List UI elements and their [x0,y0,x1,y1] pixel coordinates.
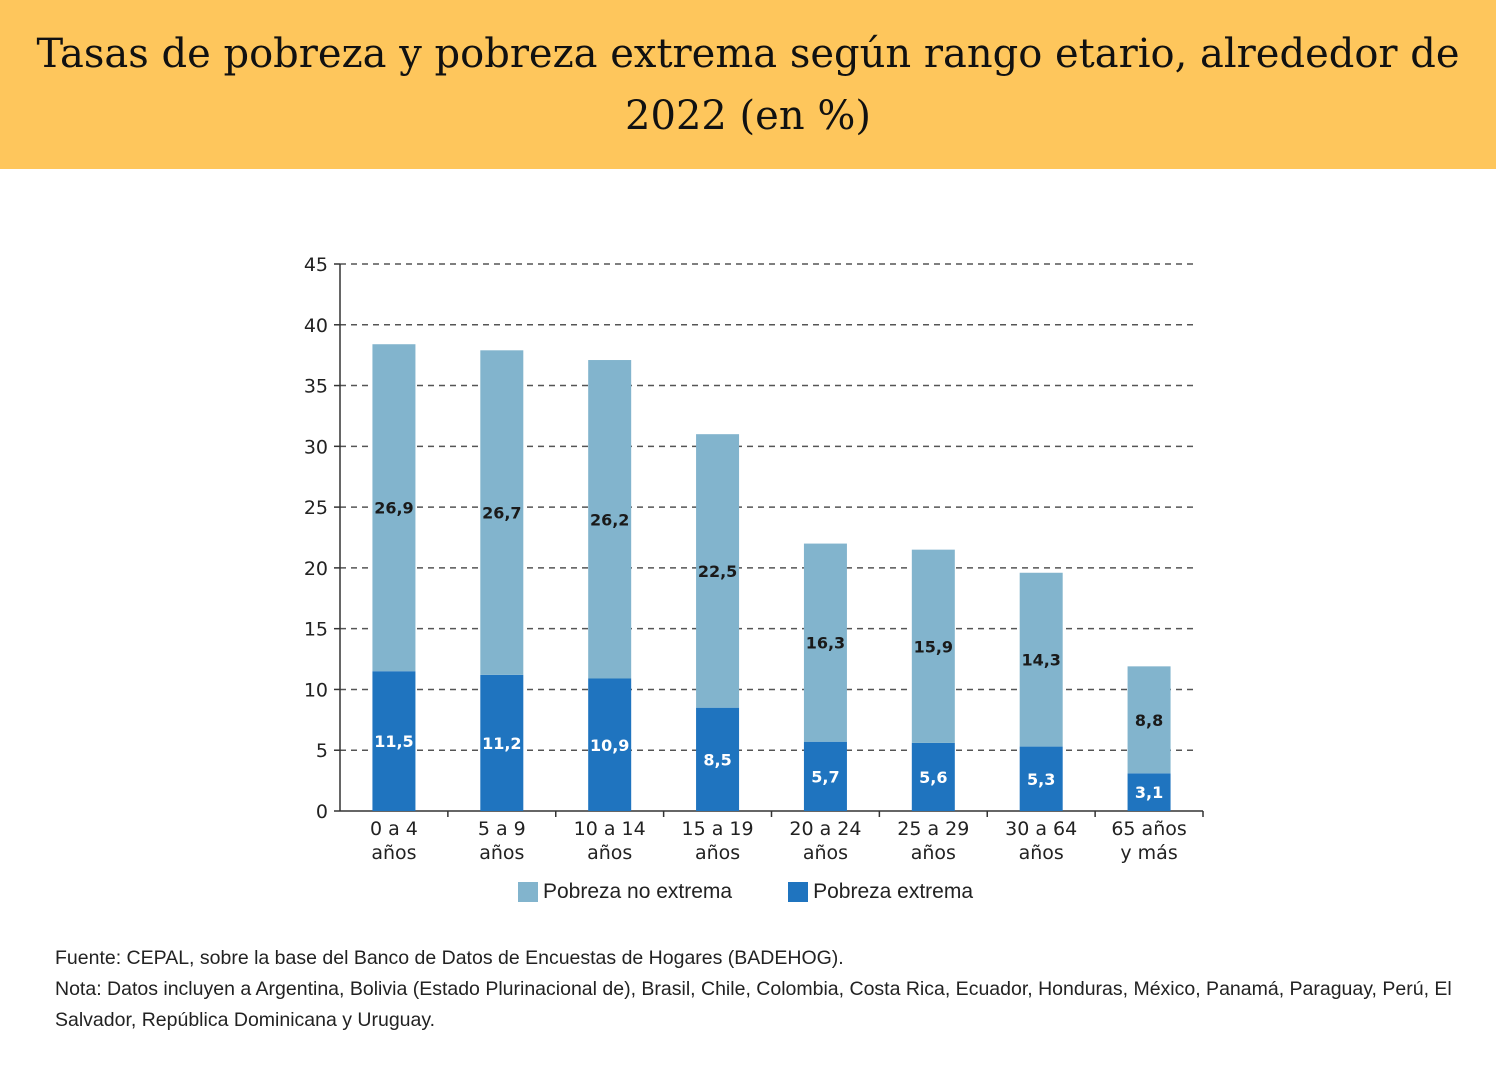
data-label-extrema: 5,7 [811,767,839,786]
bar-pobreza-no-extrema [1127,666,1171,774]
y-tick-label: 35 [304,376,328,398]
note-text: Nota: Datos incluyen a Argentina, Bolivi… [55,978,1452,1031]
y-tick-label: 0 [316,801,328,823]
bar-pobreza-no-extrema [911,549,955,743]
data-label-no-extrema: 14,3 [1021,651,1060,670]
x-category-label: 30 a 64 [1005,818,1077,840]
bar-pobreza-extrema [372,671,416,811]
legend-swatch-no-extrema [518,882,538,902]
data-label-no-extrema: 26,9 [374,499,413,518]
bar-pobreza-extrema [803,741,847,811]
legend-item-extrema: Pobreza extrema [788,880,973,904]
y-tick-label: 45 [304,254,328,276]
x-category-label: 20 a 24 [789,818,861,840]
x-category-label: 65 años [1111,818,1186,840]
data-label-no-extrema: 8,8 [1135,711,1163,730]
y-tick-label: 25 [304,497,328,519]
data-label-no-extrema: 22,5 [698,562,737,581]
bar-pobreza-extrema [1127,773,1171,811]
y-tick-label: 15 [304,619,328,641]
y-tick-label: 30 [304,436,328,458]
data-label-extrema: 8,5 [703,750,731,769]
data-label-extrema: 11,2 [482,734,521,753]
x-category-label: años [695,842,740,864]
legend-item-no-extrema: Pobreza no extrema [518,880,732,904]
y-tick-label: 5 [316,740,328,762]
legend-swatch-extrema [788,882,809,902]
data-label-extrema: 5,6 [919,768,947,787]
source-text: Fuente: CEPAL, sobre la base del Banco d… [55,947,844,969]
bar-pobreza-no-extrema [480,350,524,675]
bar-pobreza-extrema [911,742,955,811]
bar-pobreza-extrema [1019,746,1063,811]
x-category-label: años [911,842,956,864]
y-tick-label: 10 [304,679,328,701]
x-category-label: 15 a 19 [682,818,754,840]
x-category-label: 25 a 29 [897,818,969,840]
data-label-extrema: 3,1 [1135,783,1163,802]
x-category-label: años [371,842,416,864]
data-label-extrema: 5,3 [1027,770,1055,789]
legend-label-extrema: Pobreza extrema [813,880,974,903]
header-banner: Tasas de pobreza y pobreza extrema según… [0,0,1496,169]
x-category-label: años [803,842,848,864]
x-category-label: 0 a 4 [370,818,418,840]
legend-label-no-extrema: Pobreza no extrema [543,880,733,903]
data-label-no-extrema: 26,7 [482,504,521,523]
x-category-label: 10 a 14 [574,818,646,840]
x-category-label: años [587,842,632,864]
y-tick-label: 20 [304,558,328,580]
chart-notes: Fuente: CEPAL, sobre la base del Banco d… [55,943,1465,1036]
bar-pobreza-extrema [480,674,524,811]
data-label-no-extrema: 15,9 [914,637,953,656]
data-label-no-extrema: 16,3 [806,634,845,653]
x-category-label: y más [1120,842,1177,864]
data-label-extrema: 11,5 [374,732,413,751]
x-category-label: años [479,842,524,864]
data-label-extrema: 10,9 [590,736,629,755]
bar-pobreza-no-extrema [696,434,740,708]
bar-pobreza-no-extrema [1019,572,1063,747]
data-label-no-extrema: 26,2 [590,510,629,529]
bar-pobreza-extrema [696,707,740,811]
bar-pobreza-no-extrema [803,543,847,742]
bar-pobreza-no-extrema [588,360,632,679]
chart-legend: Pobreza no extrema Pobreza extrema [518,880,1029,904]
x-category-label: años [1019,842,1064,864]
y-tick-label: 40 [304,315,328,337]
bar-pobreza-extrema [588,678,632,811]
page-title: Tasas de pobreza y pobreza extrema según… [36,30,1460,139]
bar-pobreza-no-extrema [372,344,416,672]
x-category-label: 5 a 9 [478,818,526,840]
